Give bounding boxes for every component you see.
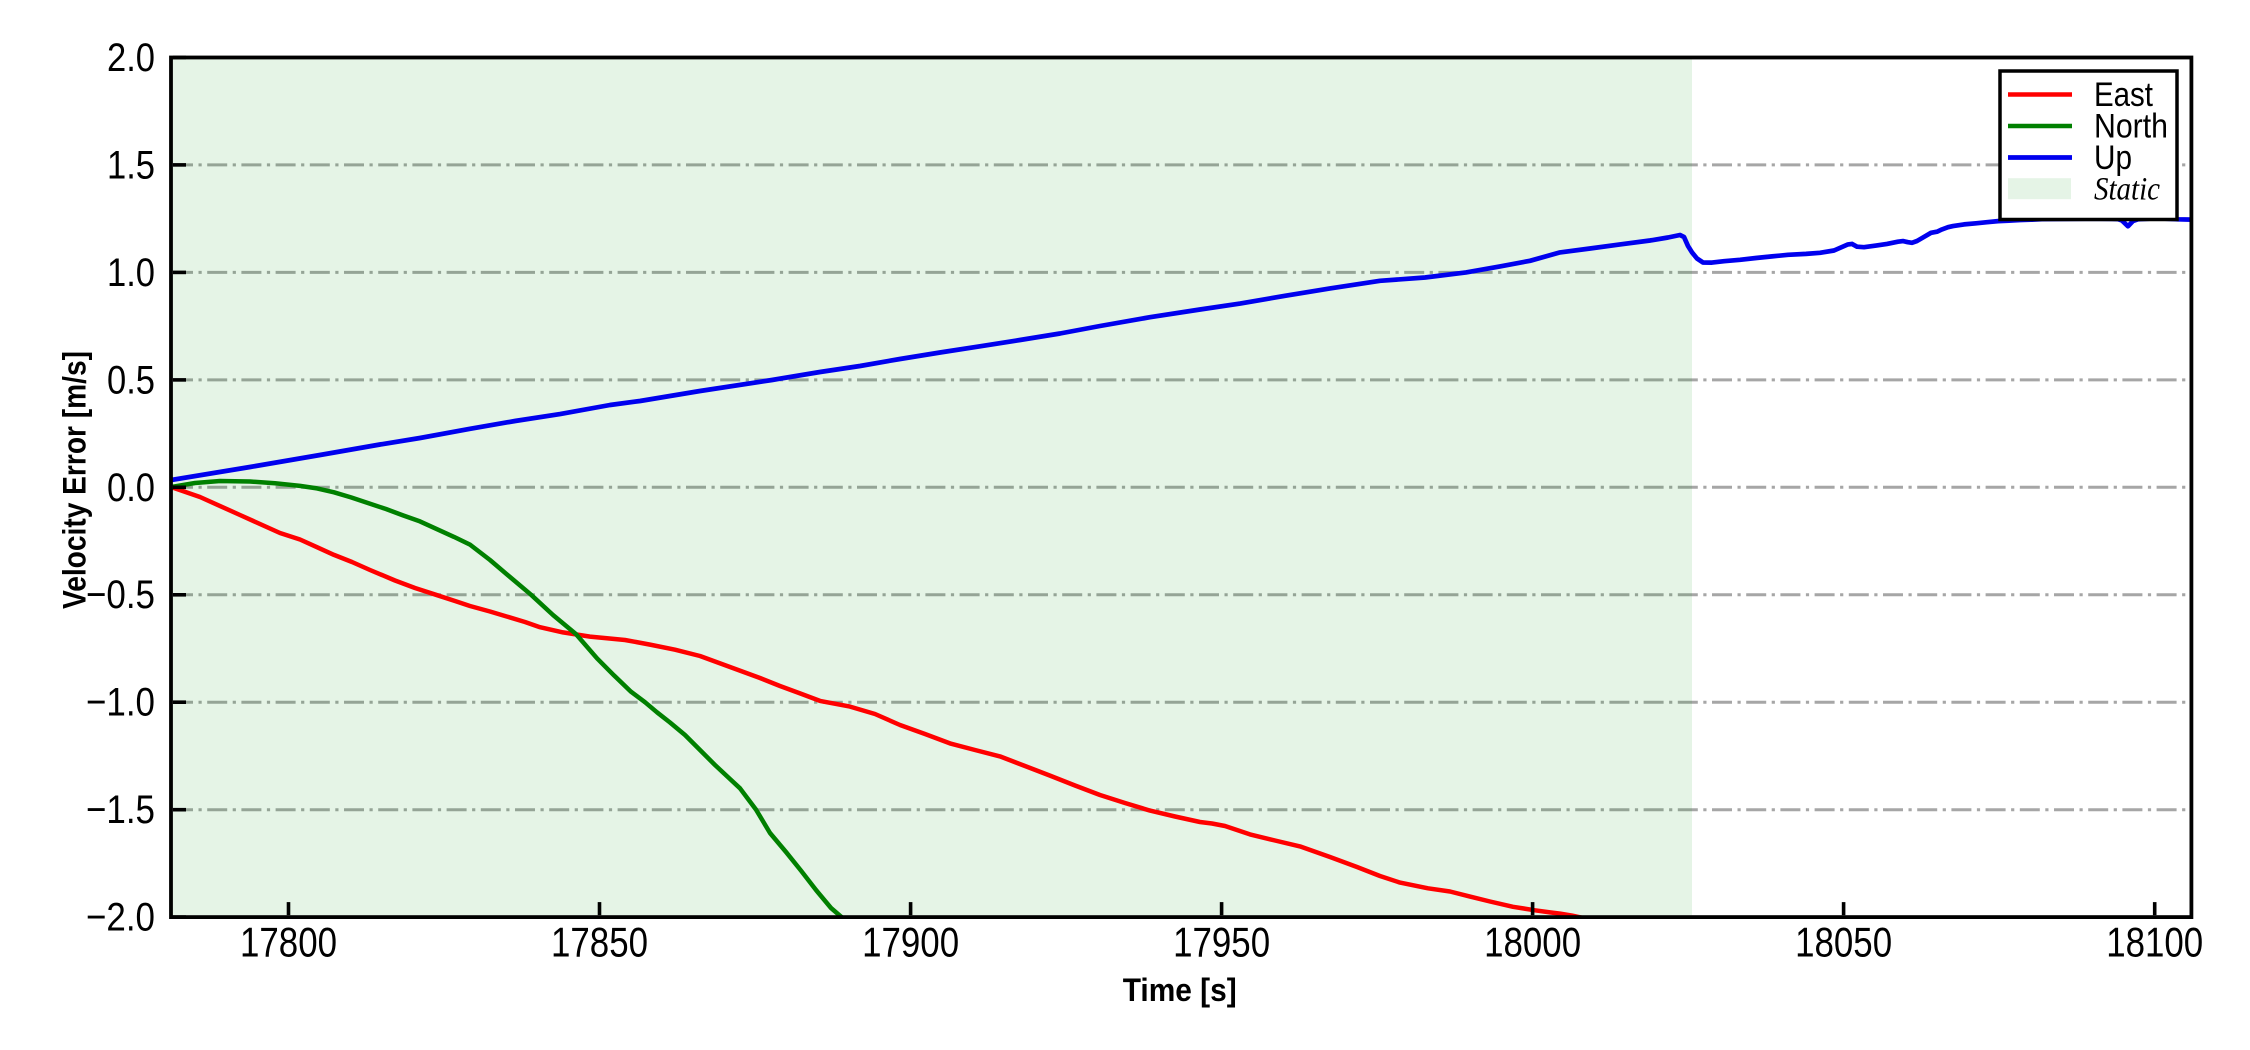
- svg-text:−0.5: −0.5: [86, 573, 155, 617]
- svg-text:18000: 18000: [1484, 919, 1581, 966]
- svg-text:18050: 18050: [1795, 919, 1892, 966]
- svg-text:Time [s]: Time [s]: [1123, 972, 1237, 1008]
- svg-text:North: North: [2094, 108, 2168, 146]
- svg-text:17850: 17850: [551, 919, 648, 966]
- svg-text:2.0: 2.0: [107, 36, 155, 80]
- svg-text:0.5: 0.5: [107, 358, 155, 402]
- svg-text:Up: Up: [2094, 139, 2132, 177]
- svg-text:−2.0: −2.0: [86, 896, 155, 940]
- svg-text:−1.5: −1.5: [86, 788, 155, 832]
- svg-text:1.0: 1.0: [107, 251, 155, 295]
- svg-text:East: East: [2094, 76, 2153, 114]
- svg-text:0.0: 0.0: [107, 466, 155, 510]
- svg-text:Velocity Error [m/s]: Velocity Error [m/s]: [57, 351, 93, 609]
- svg-text:1.5: 1.5: [107, 143, 155, 187]
- svg-text:Static: Static: [2094, 172, 2160, 208]
- svg-text:17800: 17800: [240, 919, 337, 966]
- svg-text:17950: 17950: [1173, 919, 1270, 966]
- svg-text:17900: 17900: [862, 919, 959, 966]
- svg-text:−1.0: −1.0: [86, 681, 155, 725]
- svg-text:18100: 18100: [2106, 919, 2203, 966]
